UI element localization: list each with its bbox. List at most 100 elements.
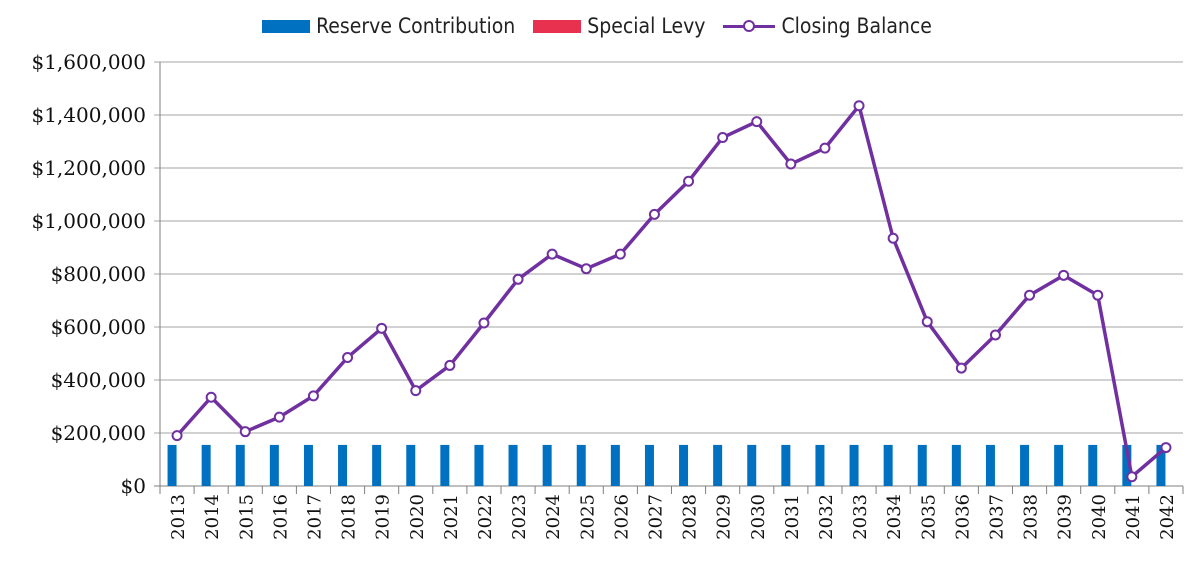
x-tick-label: 2015 xyxy=(236,494,257,540)
y-tick-label: $0 xyxy=(121,474,146,498)
legend-item-reserve-contribution: Reserve Contribution xyxy=(262,14,515,38)
y-tick-label: $200,000 xyxy=(51,421,146,445)
closing-balance-point xyxy=(546,248,558,260)
y-tick-label: $1,000,000 xyxy=(31,209,146,233)
legend-label: Reserve Contribution xyxy=(316,14,516,38)
closing-balance-point xyxy=(239,426,251,438)
reserve-contribution-bar xyxy=(883,444,893,486)
closing-balance-point xyxy=(955,362,967,374)
reserve-contribution-bar xyxy=(269,444,279,486)
reserve-contribution-bar xyxy=(849,444,859,486)
reserve-contribution-bar xyxy=(338,444,348,486)
x-tick-label: 2036 xyxy=(952,494,973,540)
x-tick-label: 2013 xyxy=(168,494,189,540)
x-tick-label: 2037 xyxy=(986,494,1007,540)
closing-balance-point xyxy=(444,359,456,371)
closing-balance-point xyxy=(580,263,592,275)
reserve-contribution-bar xyxy=(201,444,211,486)
x-tick-label: 2034 xyxy=(884,494,905,540)
reserve-contribution-bar xyxy=(1088,444,1098,486)
y-tick-label: $1,600,000 xyxy=(31,50,146,74)
x-tick-label: 2038 xyxy=(1021,494,1042,540)
reserve-contribution-bar xyxy=(644,444,654,486)
reserve-contribution-swatch xyxy=(262,19,311,33)
closing-balance-point xyxy=(785,158,797,170)
legend: Reserve Contribution Special Levy Closin… xyxy=(0,14,1194,38)
x-tick-label: 2032 xyxy=(816,494,837,540)
y-tick-label: $600,000 xyxy=(51,315,146,339)
x-tick-label: 2025 xyxy=(577,494,598,540)
closing-balance-point xyxy=(683,175,695,187)
closing-balance-point xyxy=(342,351,354,363)
line-series xyxy=(171,100,1172,483)
closing-balance-point xyxy=(205,391,217,403)
y-tick-label: $800,000 xyxy=(51,262,146,286)
reserve-contribution-bar xyxy=(747,444,757,486)
x-tick-label: 2033 xyxy=(850,494,871,540)
x-tick-label: 2020 xyxy=(407,494,428,540)
closing-balance-swatch xyxy=(723,18,776,34)
gridlines xyxy=(154,61,1183,487)
x-tick-label: 2016 xyxy=(270,494,291,540)
reserve-contribution-bar xyxy=(815,444,825,486)
x-tick-label: 2028 xyxy=(680,494,701,540)
reserve-contribution-bar xyxy=(713,444,723,486)
closing-balance-point xyxy=(410,385,422,397)
closing-balance-point xyxy=(717,132,729,144)
closing-balance-point xyxy=(1058,269,1070,281)
reserve-contribution-bar xyxy=(679,444,689,486)
closing-balance-point xyxy=(478,317,490,329)
reserve-contribution-bar xyxy=(167,444,177,486)
reserve-contribution-bar xyxy=(1054,444,1064,486)
reserve-contribution-bar xyxy=(917,444,927,486)
x-tick-label: 2018 xyxy=(339,494,360,540)
x-tick-label: 2021 xyxy=(441,494,462,540)
special-levy-swatch xyxy=(533,19,582,33)
reserve-contribution-bar xyxy=(781,444,791,486)
reserve-contribution-bar xyxy=(1122,444,1132,486)
x-tick-label: 2014 xyxy=(202,494,223,540)
reserve-contribution-bar xyxy=(1020,444,1030,486)
reserve-contribution-bar xyxy=(542,444,552,486)
closing-balance-point xyxy=(1092,289,1104,301)
legend-label: Special Levy xyxy=(587,14,706,38)
bar-series xyxy=(167,444,1166,486)
closing-balance-point xyxy=(1024,289,1036,301)
x-tick-label: 2042 xyxy=(1157,494,1178,540)
legend-item-closing-balance: Closing Balance xyxy=(723,14,932,38)
legend-label: Closing Balance xyxy=(781,14,932,38)
x-tick-label: 2017 xyxy=(304,494,325,540)
closing-balance-line xyxy=(175,103,1168,479)
x-tick-label: 2022 xyxy=(475,494,496,540)
closing-balance-point xyxy=(887,232,899,244)
x-tick-label: 2035 xyxy=(918,494,939,540)
closing-balance-point xyxy=(751,116,763,128)
reserve-contribution-bar xyxy=(610,444,620,486)
closing-balance-point xyxy=(921,316,933,328)
reserve-contribution-bar xyxy=(508,444,518,486)
y-tick-label: $1,200,000 xyxy=(31,156,146,180)
x-tick-label: 2026 xyxy=(611,494,632,540)
x-tick-label: 2029 xyxy=(714,494,735,540)
reserve-contribution-bar xyxy=(440,444,450,486)
y-tick-label: $1,400,000 xyxy=(31,103,146,127)
closing-balance-point xyxy=(1160,442,1172,454)
reserve-contribution-bar xyxy=(406,444,416,486)
x-tick-label: 2024 xyxy=(543,494,564,540)
closing-balance-point xyxy=(1126,471,1138,483)
x-tick-label: 2030 xyxy=(748,494,769,540)
reserve-contribution-bar xyxy=(1156,444,1166,486)
closing-balance-point xyxy=(989,329,1001,341)
reserve-contribution-bar xyxy=(235,444,245,486)
reserve-contribution-bar xyxy=(951,444,961,486)
x-tick-label: 2039 xyxy=(1055,494,1076,540)
closing-balance-point xyxy=(819,142,831,154)
reserve-contribution-bar xyxy=(576,444,586,486)
closing-balance-point xyxy=(307,390,319,402)
closing-balance-point xyxy=(512,273,524,285)
closing-balance-point xyxy=(273,411,285,423)
x-tick-label: 2019 xyxy=(373,494,394,540)
closing-balance-point xyxy=(614,248,626,260)
closing-balance-point xyxy=(171,430,183,442)
